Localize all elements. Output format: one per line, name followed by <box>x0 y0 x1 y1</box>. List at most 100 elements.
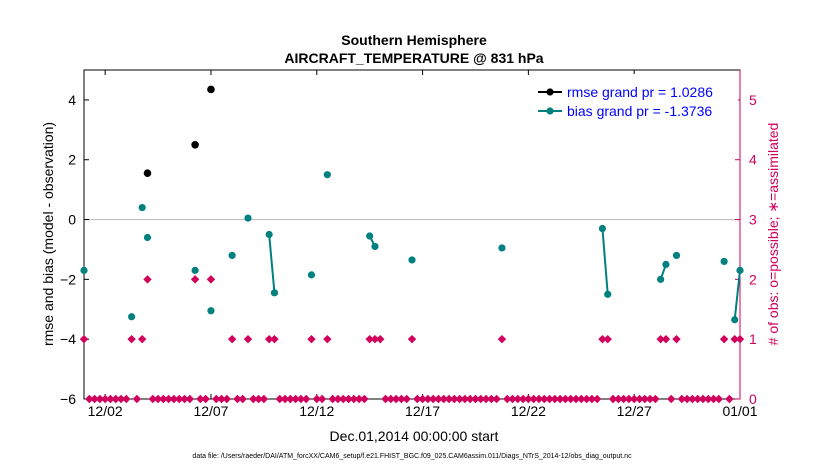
obs-zero-marker <box>561 394 570 404</box>
y-axis-right: 0 1 2 3 4 5 <box>735 70 757 407</box>
obs-zero-marker <box>222 394 232 404</box>
obs-zero-marker <box>111 394 120 404</box>
obs-zero-marker <box>386 394 396 404</box>
obs-zero-marker <box>471 394 480 404</box>
obs-zero-marker <box>254 394 263 404</box>
obs-zero-marker <box>312 394 321 404</box>
obs-zero-marker <box>487 394 496 404</box>
obs-zero-marker <box>465 394 475 404</box>
obs-count-marker <box>206 275 216 284</box>
obs-zero-marker <box>349 394 359 404</box>
obs-zero-marker <box>201 394 210 404</box>
obs-zero-marker <box>460 394 470 404</box>
obs-count-marker <box>190 275 200 284</box>
obs-zero-marker <box>116 394 126 404</box>
y-right-tick-label: 3 <box>749 212 757 228</box>
obs-zero-marker <box>217 394 226 404</box>
obs-zero-marker <box>328 394 337 404</box>
y-axis-right-label: # of obs: o=possible; ∗=assimilated <box>765 123 781 346</box>
y-right-tick-label: 4 <box>749 152 757 168</box>
obs-zero-marker <box>698 394 708 404</box>
obs-count-marker <box>603 334 612 344</box>
bias-point <box>265 230 273 239</box>
bias-point <box>323 171 331 179</box>
obs-zero-marker <box>428 394 438 404</box>
obs-zero-marker <box>413 394 422 404</box>
obs-count-marker <box>137 334 147 344</box>
bias-line-segment <box>268 234 276 293</box>
obs-zero-marker <box>360 394 369 404</box>
y-tick-label: 2 <box>68 152 76 168</box>
obs-count-marker <box>227 334 237 344</box>
legend-box <box>534 74 738 122</box>
legend-label: rmse grand pr = 1.0286 <box>567 84 713 100</box>
obs-zero-marker <box>291 394 300 404</box>
obs-zero-marker <box>275 394 284 404</box>
x-tick-label: 12/17 <box>405 403 440 419</box>
x-tick-label: 12/27 <box>617 403 652 419</box>
bias-point <box>191 266 199 274</box>
bias-point <box>244 214 252 222</box>
bias-point <box>270 289 279 297</box>
rmse-point <box>191 140 199 149</box>
obs-count-marker <box>661 334 671 344</box>
bias-point <box>371 242 379 251</box>
legend-marker <box>546 107 554 115</box>
bias-point <box>736 266 744 274</box>
x-tick-label: 12/02 <box>88 403 123 419</box>
obs-count-marker <box>143 275 152 284</box>
x-tick-label: 12/07 <box>193 403 228 419</box>
obs-zero-marker <box>397 394 406 404</box>
obs-zero-marker <box>238 394 247 404</box>
y-tick-label: 4 <box>68 92 76 108</box>
obs-zero-marker <box>587 394 597 404</box>
x-axis-label: Dec.01,2014 00:00:00 start <box>330 428 499 444</box>
x-tick-label: 01/01 <box>722 403 757 419</box>
obs-zero-marker <box>418 394 427 404</box>
x-tick-label: 12/12 <box>299 403 334 419</box>
obs-zero-marker <box>280 394 290 404</box>
obs-zero-marker <box>640 394 649 404</box>
obs-zero-marker <box>555 394 565 404</box>
bias-point <box>366 232 374 240</box>
obs-zero-marker <box>423 394 433 404</box>
y-axis-label: rmse and bias (model - observation) <box>40 122 56 346</box>
obs-zero-marker <box>693 394 702 404</box>
legend-label: bias grand pr = -1.3736 <box>567 103 712 119</box>
obs-zero-marker <box>524 394 533 404</box>
obs-zero-marker <box>132 394 142 404</box>
obs-zero-marker <box>148 394 157 404</box>
obs-zero-marker <box>434 394 443 404</box>
obs-zero-marker <box>391 394 401 404</box>
bias-point <box>143 233 152 242</box>
obs-zero-marker <box>577 394 586 404</box>
bias-point <box>657 275 665 283</box>
obs-zero-marker <box>286 394 295 404</box>
obs-zero-marker <box>164 394 173 404</box>
obs-zero-marker <box>508 394 517 404</box>
obs-zero-marker <box>540 394 549 404</box>
obs-count-marker <box>323 334 332 344</box>
obs-count-marker <box>672 334 681 344</box>
obs-zero-marker <box>439 394 448 404</box>
obs-zero-marker <box>259 394 269 404</box>
obs-count-marker <box>598 334 607 344</box>
obs-zero-marker <box>196 394 205 404</box>
obs-zero-marker <box>85 394 94 404</box>
bias-point <box>598 224 607 233</box>
obs-zero-marker <box>592 394 602 404</box>
obs-zero-marker <box>249 394 258 404</box>
obs-count-marker <box>719 334 729 344</box>
obs-zero-marker <box>667 394 676 404</box>
legend-marker <box>546 88 554 96</box>
obs-zero-marker <box>296 394 306 404</box>
obs-count-marker <box>730 334 739 344</box>
obs-zero-marker <box>301 394 311 404</box>
obs-zero-marker <box>106 394 115 404</box>
y-axis-left: −6 −4 −2 0 2 4 <box>60 92 89 407</box>
y-tick-label: −6 <box>60 391 76 407</box>
obs-zero-marker <box>651 394 660 404</box>
obs-zero-marker <box>614 394 623 404</box>
bias-point <box>228 251 236 260</box>
obs-zero-marker <box>169 394 179 404</box>
